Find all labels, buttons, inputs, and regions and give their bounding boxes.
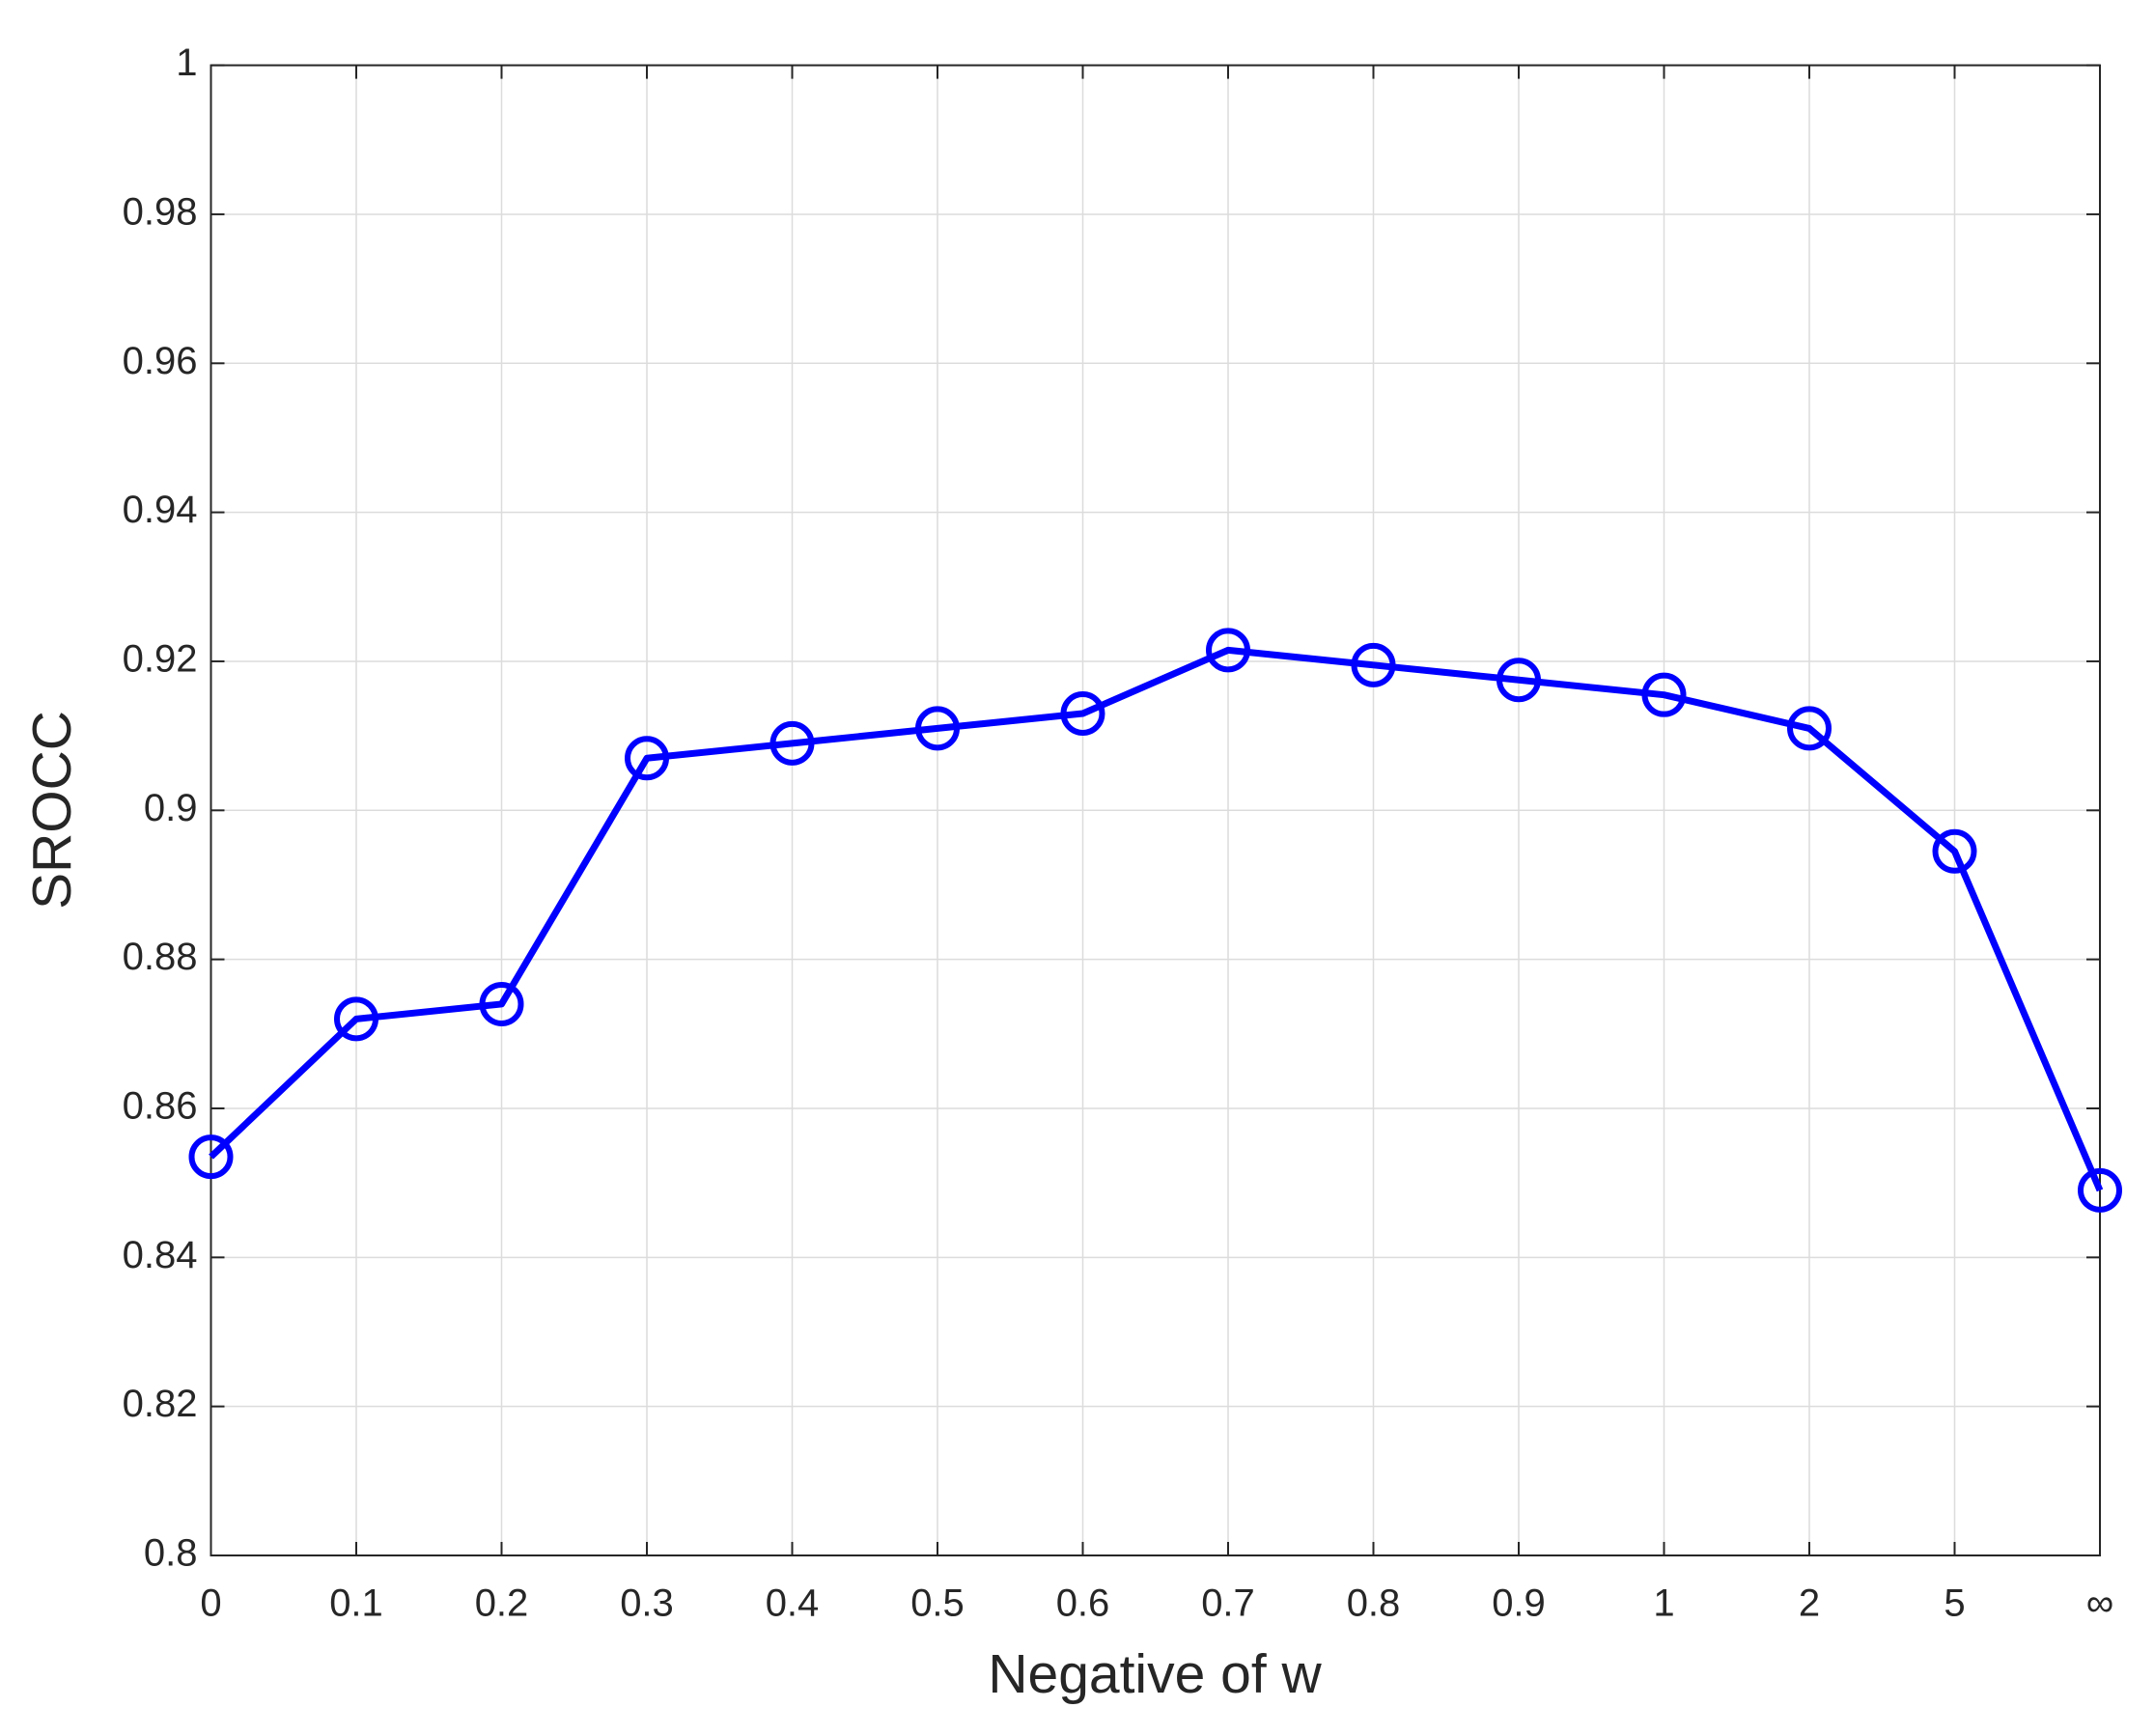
y-tick-label: 0.8	[144, 1532, 198, 1575]
x-tick-label: 0.5	[910, 1582, 965, 1625]
y-tick-label: 0.96	[123, 340, 198, 382]
y-tick-label: 0.82	[123, 1383, 198, 1425]
y-axis-label: SROCC	[21, 711, 83, 910]
marker	[1932, 828, 1977, 874]
y-tick-label: 0.92	[123, 638, 198, 681]
x-tick-label: 0.1	[329, 1582, 383, 1625]
marker	[1060, 690, 1105, 736]
x-tick-label: 0	[200, 1582, 221, 1625]
marker	[479, 981, 524, 1026]
marker	[1497, 658, 1541, 703]
x-tick-label: 0.6	[1056, 1582, 1110, 1625]
y-tick-label: 0.9	[144, 787, 198, 829]
x-tick-label: 0.7	[1201, 1582, 1255, 1625]
line	[209, 646, 2104, 1192]
x-tick-label: ∞	[2086, 1582, 2114, 1625]
marker	[769, 720, 815, 766]
x-tick-label: 0.3	[620, 1582, 674, 1625]
marker	[188, 1134, 234, 1180]
x-tick-label: 0.2	[475, 1582, 529, 1625]
marker	[1787, 706, 1832, 751]
y-tick-label: 0.88	[123, 936, 198, 978]
y-tick-label: 0.98	[123, 191, 198, 234]
x-tick-label: 1	[1653, 1582, 1674, 1625]
x-tick-label: 0.4	[766, 1582, 820, 1625]
x-tick-label: 2	[1799, 1582, 1820, 1625]
x-axis-label: Negative of w	[988, 1643, 1322, 1705]
x-tick-label: 5	[1944, 1582, 1965, 1625]
y-tick-label: 0.84	[123, 1234, 198, 1276]
marker	[625, 736, 669, 781]
marker	[1351, 642, 1396, 687]
y-tick-label: 0.94	[123, 489, 198, 531]
y-tick-label: 0.86	[123, 1085, 198, 1128]
marker	[915, 706, 960, 751]
marker	[1641, 672, 1687, 717]
x-tick-label: 0.8	[1347, 1582, 1401, 1625]
marker	[334, 996, 378, 1042]
plot-frame	[210, 64, 2101, 1557]
x-tick-label: 0.9	[1492, 1582, 1546, 1625]
marker	[2078, 1167, 2122, 1213]
y-tick-label: 1	[176, 42, 197, 84]
marker	[1206, 628, 1250, 673]
